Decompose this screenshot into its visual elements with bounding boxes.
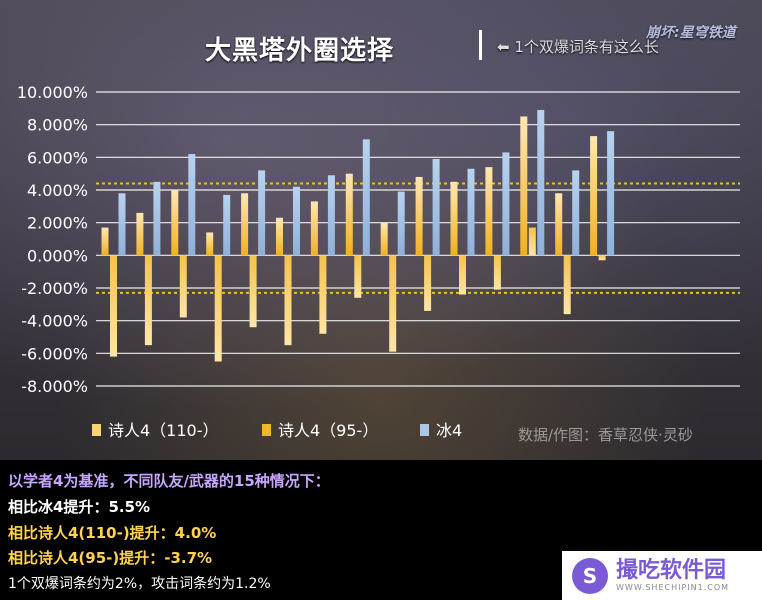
annotation-text: 1个双爆词条有这么长 bbox=[514, 38, 659, 56]
bar-poet4-95 bbox=[563, 255, 571, 315]
legend-swatch bbox=[420, 424, 429, 436]
site-watermark: S 撮吃软件园 WWW.SHECHIPIN1.COM bbox=[562, 551, 762, 600]
bar-poet4-110 bbox=[171, 190, 179, 256]
bar-poet4-95 bbox=[214, 255, 222, 362]
legend-label: 诗人4（95-） bbox=[278, 421, 378, 440]
bar-ice4 bbox=[432, 158, 440, 256]
site-url: WWW.SHECHIPIN1.COM bbox=[616, 583, 730, 592]
legend-swatch bbox=[92, 424, 101, 436]
bar-poet4-95 bbox=[354, 255, 362, 298]
bar-poet4-95 bbox=[144, 255, 152, 346]
bar-ice4 bbox=[362, 139, 370, 256]
bar-poet4-95 bbox=[424, 255, 432, 311]
brand-logo: 崩坏:星穹铁道 bbox=[646, 25, 736, 41]
summary-vs-poet4-110: 相比诗人4(110-)提升：4.0% bbox=[8, 524, 217, 542]
bar-ice4 bbox=[293, 186, 300, 256]
y-tick-label: 10.000% bbox=[17, 83, 88, 102]
left-arrow-icon: ⬅ bbox=[497, 38, 515, 56]
site-logo-icon: S bbox=[572, 557, 608, 594]
bar-poet4-95 bbox=[284, 255, 292, 346]
bar-poet4-110 bbox=[276, 217, 283, 256]
bar-ice4 bbox=[467, 168, 475, 256]
y-tick-label: -2.000% bbox=[21, 279, 88, 298]
y-tick-label: 0.000% bbox=[27, 246, 88, 265]
legend-swatch bbox=[262, 424, 271, 436]
bar-ice4 bbox=[327, 175, 335, 256]
y-tick-label: -6.000% bbox=[21, 344, 88, 363]
title-divider bbox=[479, 30, 482, 60]
summary-heading: 以学者4为基准，不同队友/武器的15种情况下： bbox=[8, 472, 330, 490]
y-tick-label: 4.000% bbox=[27, 181, 88, 200]
bar-poet4-110 bbox=[520, 116, 528, 256]
bar-poet4-110 bbox=[241, 193, 249, 256]
bar-poet4-95 bbox=[389, 255, 397, 352]
bar-poet4-110 bbox=[101, 227, 109, 256]
bar-poet4-110 bbox=[485, 167, 493, 256]
annotation-label: ⬅ 1个双爆词条有这么长 bbox=[497, 36, 659, 57]
bar-poet4-110 bbox=[450, 181, 458, 256]
bar-poet4-95 bbox=[528, 227, 536, 256]
bar-ice4 bbox=[572, 170, 580, 256]
bar-ice4 bbox=[502, 152, 510, 256]
y-tick-label: 6.000% bbox=[27, 148, 88, 167]
site-name: 撮吃软件园 bbox=[616, 558, 727, 583]
bar-poet4-95 bbox=[110, 255, 117, 357]
bar-ice4 bbox=[258, 170, 266, 256]
summary-vs-ice4: 相比冰4提升：5.5% bbox=[8, 498, 151, 516]
y-tick-label: 2.000% bbox=[27, 214, 88, 233]
bar-ice4 bbox=[223, 194, 231, 256]
bar-poet4-110 bbox=[415, 176, 423, 256]
bar-poet4-110 bbox=[380, 222, 388, 256]
summary-vs-poet4-95: 相比诗人4(95-)提升：-3.7% bbox=[8, 549, 213, 567]
bar-ice4 bbox=[537, 109, 545, 256]
bar-ice4 bbox=[607, 131, 615, 256]
bar-poet4-95 bbox=[179, 255, 187, 318]
bar-poet4-95 bbox=[459, 255, 466, 295]
bar-poet4-110 bbox=[206, 232, 214, 256]
bar-poet4-110 bbox=[310, 201, 318, 256]
bar-poet4-110 bbox=[590, 136, 598, 256]
bar-poet4-95 bbox=[319, 255, 327, 334]
legend-label: 冰4 bbox=[436, 421, 462, 440]
bar-ice4 bbox=[397, 191, 405, 256]
bar-chart: 10.000% 8.000% 6.000% 4.000% 2.000% 0.000% -2.… bbox=[17, 83, 740, 440]
bar-poet4-95 bbox=[493, 255, 501, 290]
chart-credit: 数据/作图：香草忍侠·灵砂 bbox=[518, 426, 693, 444]
chart-title: 大黑塔外圈选择 bbox=[205, 36, 395, 66]
bar-ice4 bbox=[118, 193, 126, 256]
summary-substat-note: 1个双爆词条约为2%，攻击词条约为1.2% bbox=[8, 576, 271, 592]
bar-ice4 bbox=[188, 154, 196, 256]
legend-label: 诗人4（110-） bbox=[108, 421, 219, 440]
bar-poet4-95 bbox=[598, 255, 606, 261]
bar-poet4-110 bbox=[136, 212, 144, 256]
y-tick-label: -8.000% bbox=[21, 377, 88, 396]
bar-poet4-95 bbox=[249, 255, 257, 328]
bar-poet4-110 bbox=[345, 173, 353, 256]
y-tick-label: 8.000% bbox=[27, 116, 88, 135]
bar-ice4 bbox=[153, 181, 161, 256]
y-tick-label: -4.000% bbox=[21, 312, 88, 331]
bar-poet4-110 bbox=[555, 193, 563, 256]
